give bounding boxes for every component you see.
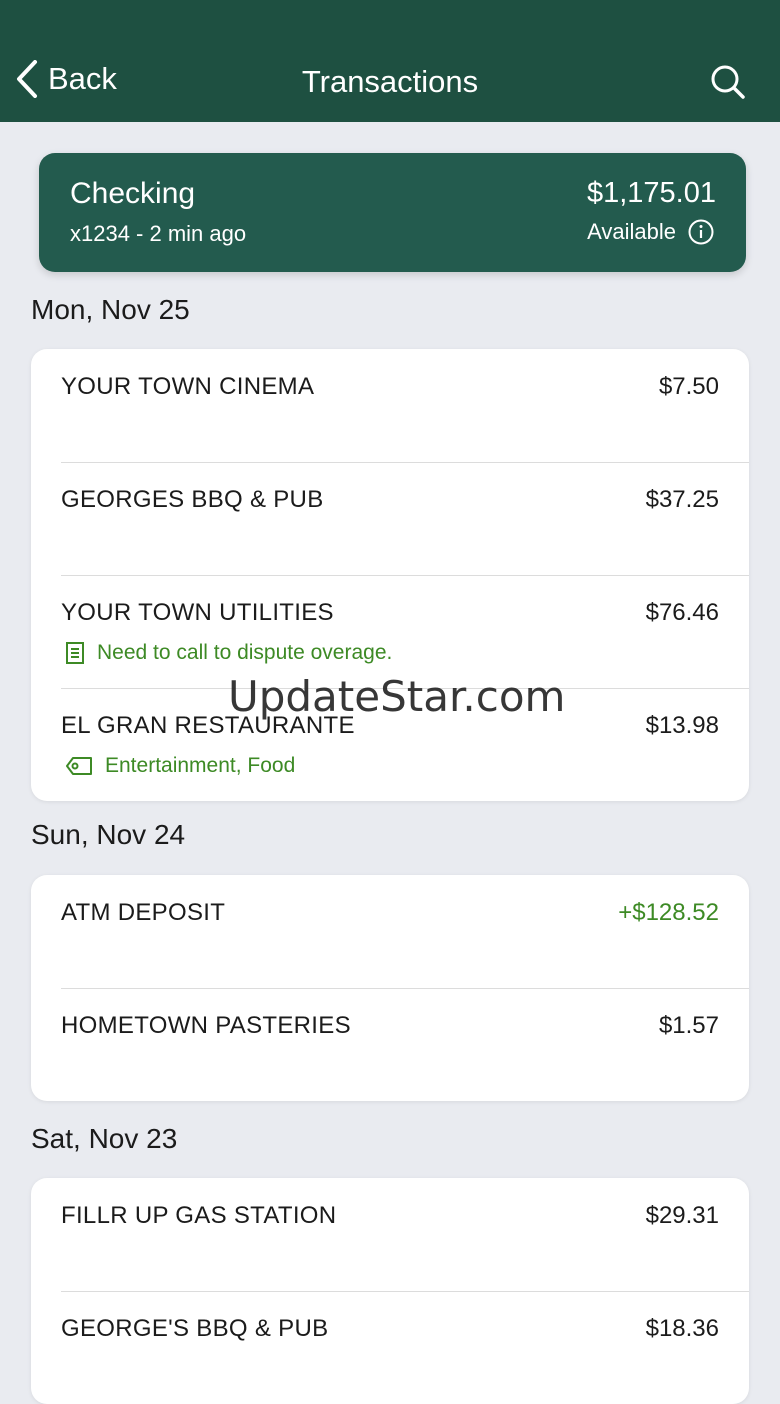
merchant-name: EL GRAN RESTAURANTE xyxy=(61,712,355,739)
transaction-amount: $13.98 xyxy=(645,712,719,739)
tags-text: Entertainment, Food xyxy=(105,754,296,777)
merchant-name: GEORGES BBQ & PUB xyxy=(61,486,324,513)
search-icon[interactable] xyxy=(710,64,746,100)
nav-bar: Back Transactions xyxy=(0,0,780,122)
tag-icon xyxy=(66,757,92,775)
transaction-amount: $18.36 xyxy=(645,1315,719,1342)
transaction-amount: +$128.52 xyxy=(618,899,719,926)
transaction-tags: Entertainment, Food xyxy=(65,754,295,778)
transaction-note: Need to call to dispute overage. xyxy=(65,641,392,665)
note-text: Need to call to dispute overage. xyxy=(97,641,393,664)
transaction-amount: $37.25 xyxy=(645,486,719,513)
account-subtitle: x1234 - 2 min ago xyxy=(70,221,247,246)
merchant-name: YOUR TOWN CINEMA xyxy=(61,373,315,400)
account-balance: $1,175.01 xyxy=(586,177,716,209)
transaction-row[interactable]: ATM DEPOSIT +$128.52 xyxy=(31,875,749,988)
transaction-amount: $7.50 xyxy=(658,373,719,400)
date-header: Sun, Nov 24 xyxy=(31,819,186,850)
transaction-group: YOUR TOWN CINEMA $7.50 GEORGES BBQ & PUB… xyxy=(31,349,749,801)
transaction-group: ATM DEPOSIT +$128.52 HOMETOWN PASTERIES … xyxy=(31,875,749,1101)
transaction-row[interactable]: EL GRAN RESTAURANTE $13.98 Entertainment,… xyxy=(31,688,749,801)
note-icon xyxy=(66,642,84,664)
merchant-name: ATM DEPOSIT xyxy=(61,899,226,926)
available-label: Available xyxy=(587,219,676,244)
back-label: Back xyxy=(48,61,117,96)
transaction-row[interactable]: GEORGES BBQ & PUB $37.25 xyxy=(31,462,749,575)
info-icon[interactable] xyxy=(688,219,714,245)
transaction-row[interactable]: GEORGE'S BBQ & PUB $18.36 xyxy=(31,1291,749,1404)
merchant-name: FILLR UP GAS STATION xyxy=(61,1202,337,1229)
back-button[interactable]: Back xyxy=(16,60,117,98)
transaction-row[interactable]: YOUR TOWN CINEMA $7.50 xyxy=(31,349,749,462)
account-summary-card[interactable]: Checking x1234 - 2 min ago $1,175.01 Ava… xyxy=(39,153,746,272)
chevron-left-icon xyxy=(17,60,37,98)
merchant-name: GEORGE'S BBQ & PUB xyxy=(61,1315,329,1342)
transaction-row[interactable]: YOUR TOWN UTILITIES $76.46 Need to call t… xyxy=(31,575,749,688)
transaction-row[interactable]: FILLR UP GAS STATION $29.31 xyxy=(31,1178,749,1291)
account-name: Checking xyxy=(70,177,196,210)
merchant-name: HOMETOWN PASTERIES xyxy=(61,1012,351,1039)
transaction-amount: $1.57 xyxy=(658,1012,719,1039)
page-title: Transactions xyxy=(301,64,479,99)
available-label-wrap: Available xyxy=(587,219,714,245)
transaction-row[interactable]: HOMETOWN PASTERIES $1.57 xyxy=(31,988,749,1101)
merchant-name: YOUR TOWN UTILITIES xyxy=(61,599,334,626)
transaction-amount: $29.31 xyxy=(645,1202,719,1229)
transaction-amount: $76.46 xyxy=(645,599,719,626)
date-header: Mon, Nov 25 xyxy=(31,294,190,325)
date-header: Sat, Nov 23 xyxy=(31,1123,178,1154)
transaction-group: FILLR UP GAS STATION $29.31 GEORGE'S BBQ… xyxy=(31,1178,749,1404)
watermark: UpdateStar.com xyxy=(228,672,566,721)
